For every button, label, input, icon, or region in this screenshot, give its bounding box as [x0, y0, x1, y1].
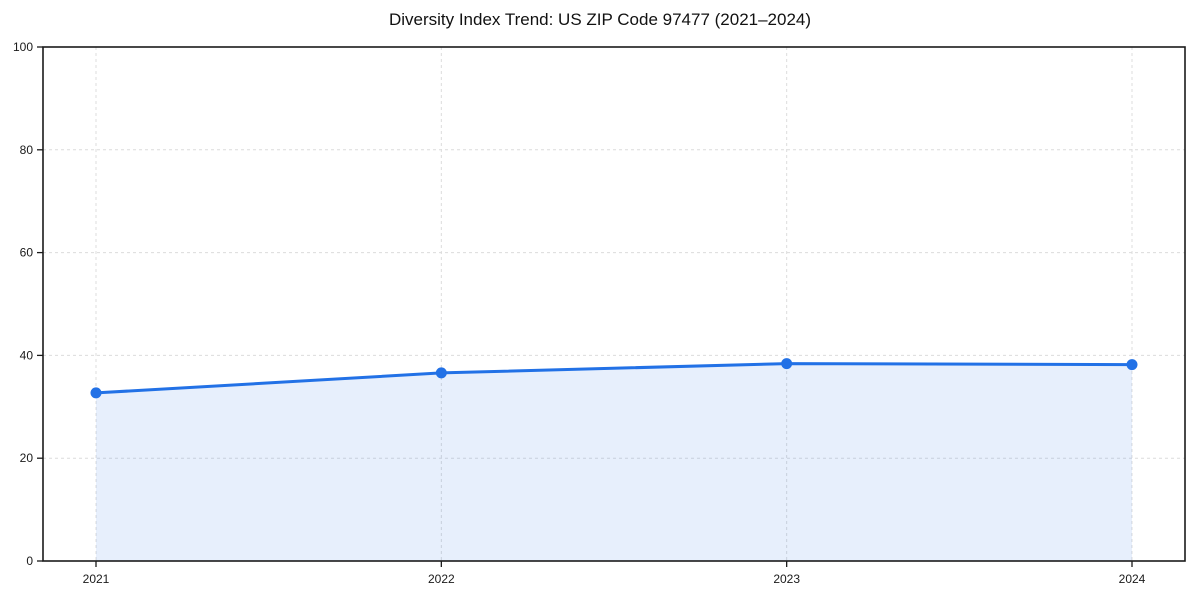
y-tick-label: 20 — [20, 451, 34, 465]
x-tick-label: 2022 — [428, 572, 455, 586]
x-tick-label: 2024 — [1119, 572, 1146, 586]
x-tick-label: 2023 — [773, 572, 800, 586]
y-tick-label: 80 — [20, 143, 34, 157]
y-tick-label: 60 — [20, 246, 34, 260]
trend-line — [94, 362, 1134, 395]
y-tick-label: 100 — [13, 40, 33, 54]
data-point-2022 — [435, 367, 447, 379]
chart-title: Diversity Index Trend: US ZIP Code 97477… — [388, 10, 812, 29]
data-point-2023 — [781, 358, 793, 370]
x-tick-label: 2021 — [83, 572, 110, 586]
data-point-2021 — [90, 387, 102, 399]
y-tick-label: 40 — [20, 348, 34, 362]
plot-border — [42, 46, 1186, 562]
y-tick-label: 0 — [26, 554, 33, 568]
data-point-2024 — [1126, 359, 1138, 371]
area-fill — [96, 363, 1132, 561]
